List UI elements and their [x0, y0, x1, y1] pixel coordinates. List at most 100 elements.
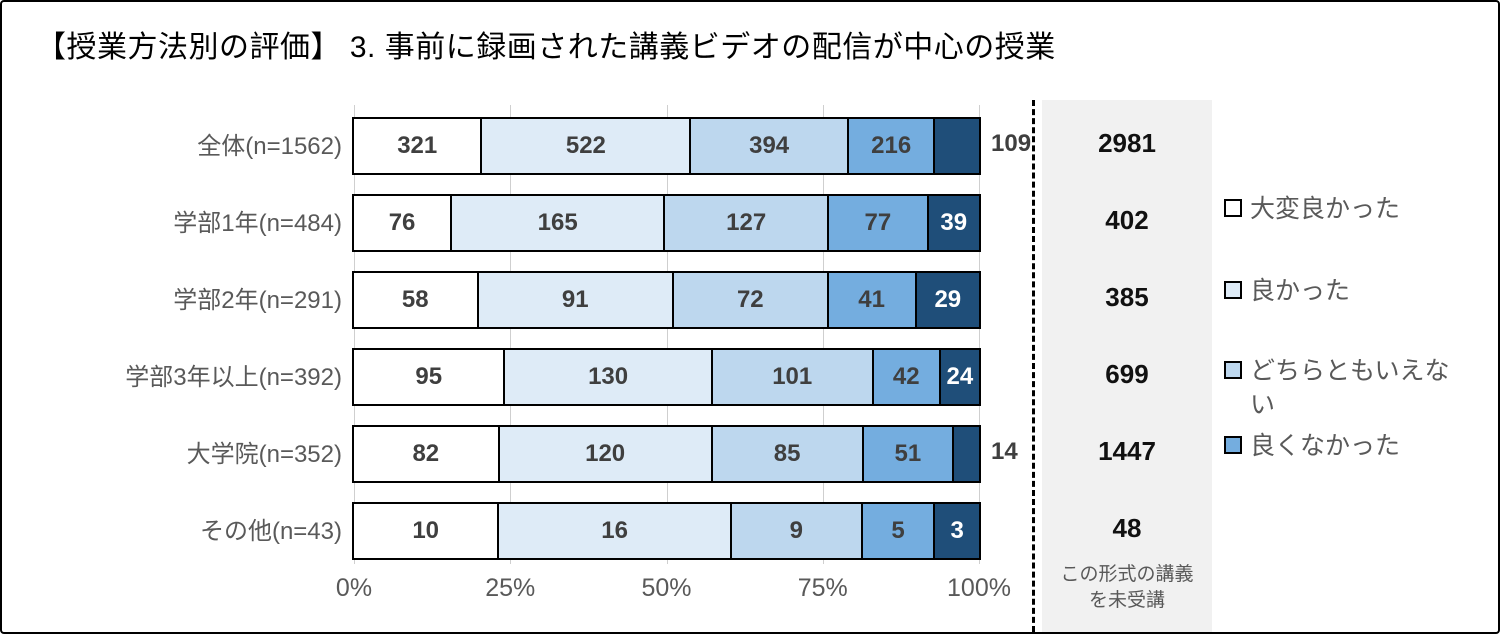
x-tick-label: 0% [335, 574, 373, 602]
x-tick-label: 50% [641, 574, 692, 602]
category-label: 全体(n=1562) [197, 133, 342, 160]
segment-value: 51 [894, 439, 922, 467]
segment-value: 24 [946, 362, 974, 390]
segment-value: 82 [412, 439, 440, 467]
legend-label: 良かった [1250, 277, 1351, 305]
page-title: 【授業方法別の評価】 3. 事前に録画された講義ビデオの配信が中心の授業 [36, 31, 1056, 64]
segment-value: 16 [601, 516, 628, 544]
segment-value: 42 [892, 362, 920, 390]
segment-value: 130 [588, 362, 629, 390]
bar-segment: 16 [499, 503, 732, 558]
summary-column-bg [1042, 100, 1212, 632]
bar-segment: 82 [354, 426, 500, 481]
bar-segment [935, 118, 979, 173]
bar-segment: 101 [712, 349, 874, 404]
legend-label: 大変良かった [1250, 195, 1401, 223]
x-tick-label: 100% [947, 574, 1011, 602]
bar-segment: 130 [505, 349, 713, 404]
bar-row: 58 91 72 41 29 [352, 270, 981, 329]
legend-label: どちらともいえない [1250, 357, 1450, 419]
segment-value: 165 [537, 208, 578, 236]
category-label: 学部2年(n=291) [173, 287, 342, 314]
legend-label: 良くなかった [1250, 432, 1401, 460]
bar-segment: 522 [482, 118, 692, 173]
bar-segment: 5 [862, 503, 936, 558]
bar-segment: 85 [712, 426, 864, 481]
bar-segment: 58 [354, 272, 479, 327]
summary-value: 48 [1112, 513, 1142, 543]
bar-segment: 127 [665, 195, 830, 250]
legend-swatch-icon [1224, 281, 1242, 299]
bar-segment: 9 [731, 503, 863, 558]
segment-value: 72 [736, 285, 764, 313]
segment-value: 91 [561, 285, 589, 313]
bar-segment: 165 [452, 195, 666, 250]
legend-swatch-icon [1224, 436, 1242, 454]
gridline [666, 105, 668, 564]
segment-value-outside: 109 [991, 129, 1032, 157]
bar-row: 95 130 101 42 24 [352, 347, 981, 406]
summary-value: 402 [1105, 205, 1149, 235]
segment-value: 120 [585, 439, 626, 467]
bar-segment: 394 [691, 118, 849, 173]
segment-value: 321 [397, 131, 438, 159]
category-label: 学部1年(n=484) [173, 210, 342, 237]
segment-value: 522 [565, 131, 606, 159]
bar-segment: 42 [873, 349, 941, 404]
legend-swatch-icon [1224, 199, 1242, 217]
gridline [979, 105, 980, 564]
gridline [510, 105, 512, 564]
bar-row: 76 165 127 77 39 [352, 193, 981, 252]
bar-segment: 77 [829, 195, 929, 250]
category-label: 学部3年以上(n=392) [125, 364, 342, 391]
segment-value: 29 [934, 285, 962, 313]
segment-value: 3 [950, 516, 964, 544]
segment-value: 101 [772, 362, 813, 390]
legend-item: 大変良かった [1224, 192, 1458, 226]
segment-value: 85 [773, 439, 801, 467]
bar-segment: 120 [499, 426, 713, 481]
bar-segment: 39 [928, 195, 979, 250]
bar-row: 82 120 85 51 [352, 424, 981, 483]
segment-value: 58 [401, 285, 429, 313]
bar-row: 321 522 394 216 [352, 116, 981, 175]
segment-value: 76 [388, 208, 416, 236]
summary-footnote: この形式の講義 を未受講 [1060, 564, 1194, 611]
segment-value-outside: 14 [991, 437, 1018, 465]
category-label: その他(n=43) [199, 518, 342, 545]
segment-value: 10 [412, 516, 440, 544]
bar-segment: 29 [916, 272, 979, 327]
legend-item: 良かった [1224, 274, 1458, 308]
bar-segment: 51 [863, 426, 955, 481]
x-tick-label: 25% [485, 574, 536, 602]
segment-value: 39 [940, 208, 968, 236]
x-tick-label: 75% [797, 574, 848, 602]
summary-value: 1447 [1098, 436, 1156, 466]
segment-value: 95 [415, 362, 443, 390]
segment-value: 77 [864, 208, 892, 236]
bar-segment: 216 [848, 118, 936, 173]
category-label: 大学院(n=352) [186, 441, 342, 468]
segment-value: 9 [789, 516, 803, 544]
gridline [822, 105, 824, 564]
segment-value: 127 [726, 208, 767, 236]
gridline [354, 105, 355, 564]
dashed-separator [1032, 100, 1035, 632]
bar-segment: 3 [935, 503, 979, 558]
legend-swatch-icon [1224, 361, 1242, 379]
bar-segment: 72 [674, 272, 829, 327]
summary-value: 385 [1105, 282, 1149, 312]
segment-value: 216 [871, 131, 912, 159]
bar-segment: 76 [354, 195, 453, 250]
bar-segment: 321 [354, 118, 483, 173]
segment-value: 5 [891, 516, 905, 544]
bar-segment: 10 [354, 503, 500, 558]
summary-value: 2981 [1098, 128, 1156, 158]
bar-segment: 24 [940, 349, 979, 404]
bar-segment: 91 [478, 272, 674, 327]
summary-value: 699 [1105, 359, 1149, 389]
legend-item: 良くなかった [1224, 429, 1458, 463]
bar-segment: 95 [354, 349, 506, 404]
bar-row: 10 16 9 5 3 [352, 501, 981, 560]
